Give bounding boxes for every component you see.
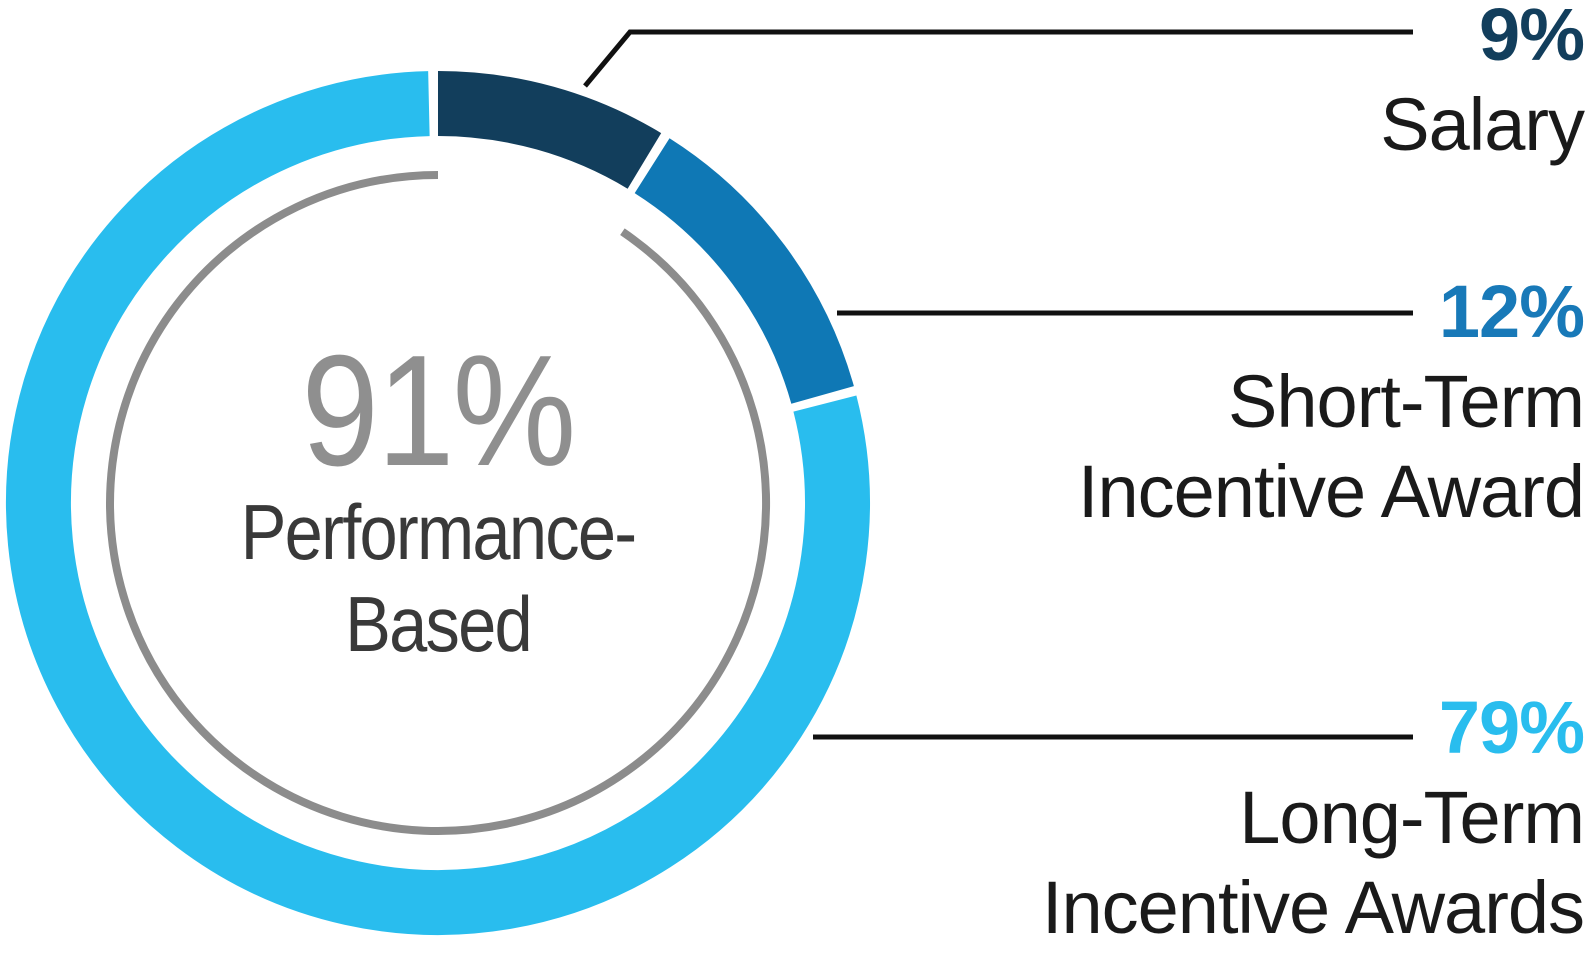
donut-segment-short-term [634,138,854,405]
callout-short-term-label-1: Short-Term [1228,360,1585,443]
callout-long-term-label-1: Long-Term [1239,776,1585,859]
callout-salary-label: Salary [1380,83,1585,166]
center-label-line-1: Performance- [240,488,637,576]
donut-center-label: 91% Performance- Based [240,323,637,670]
callout-salary-percentage: 9% [1479,0,1585,76]
callout-long-term-percentage: 79% [1438,686,1585,769]
leader-line-salary [583,29,1413,88]
center-percentage: 91% [301,323,576,499]
callout-short-term: 12% Short-Term Incentive Award [1077,267,1585,537]
donut-segment-long-term [5,71,870,935]
callout-short-term-label-2: Incentive Award [1077,450,1585,533]
callout-short-term-percentage: 12% [1438,270,1585,353]
center-label-line-2: Based [345,580,533,668]
inner-ring-performance-arc [106,171,771,835]
donut-segment-salary [437,71,662,189]
callout-salary: 9% Salary [1380,0,1585,170]
callout-long-term-label-2: Incentive Awards [1041,866,1585,949]
callout-long-term: 79% Long-Term Incentive Awards [1041,683,1585,953]
